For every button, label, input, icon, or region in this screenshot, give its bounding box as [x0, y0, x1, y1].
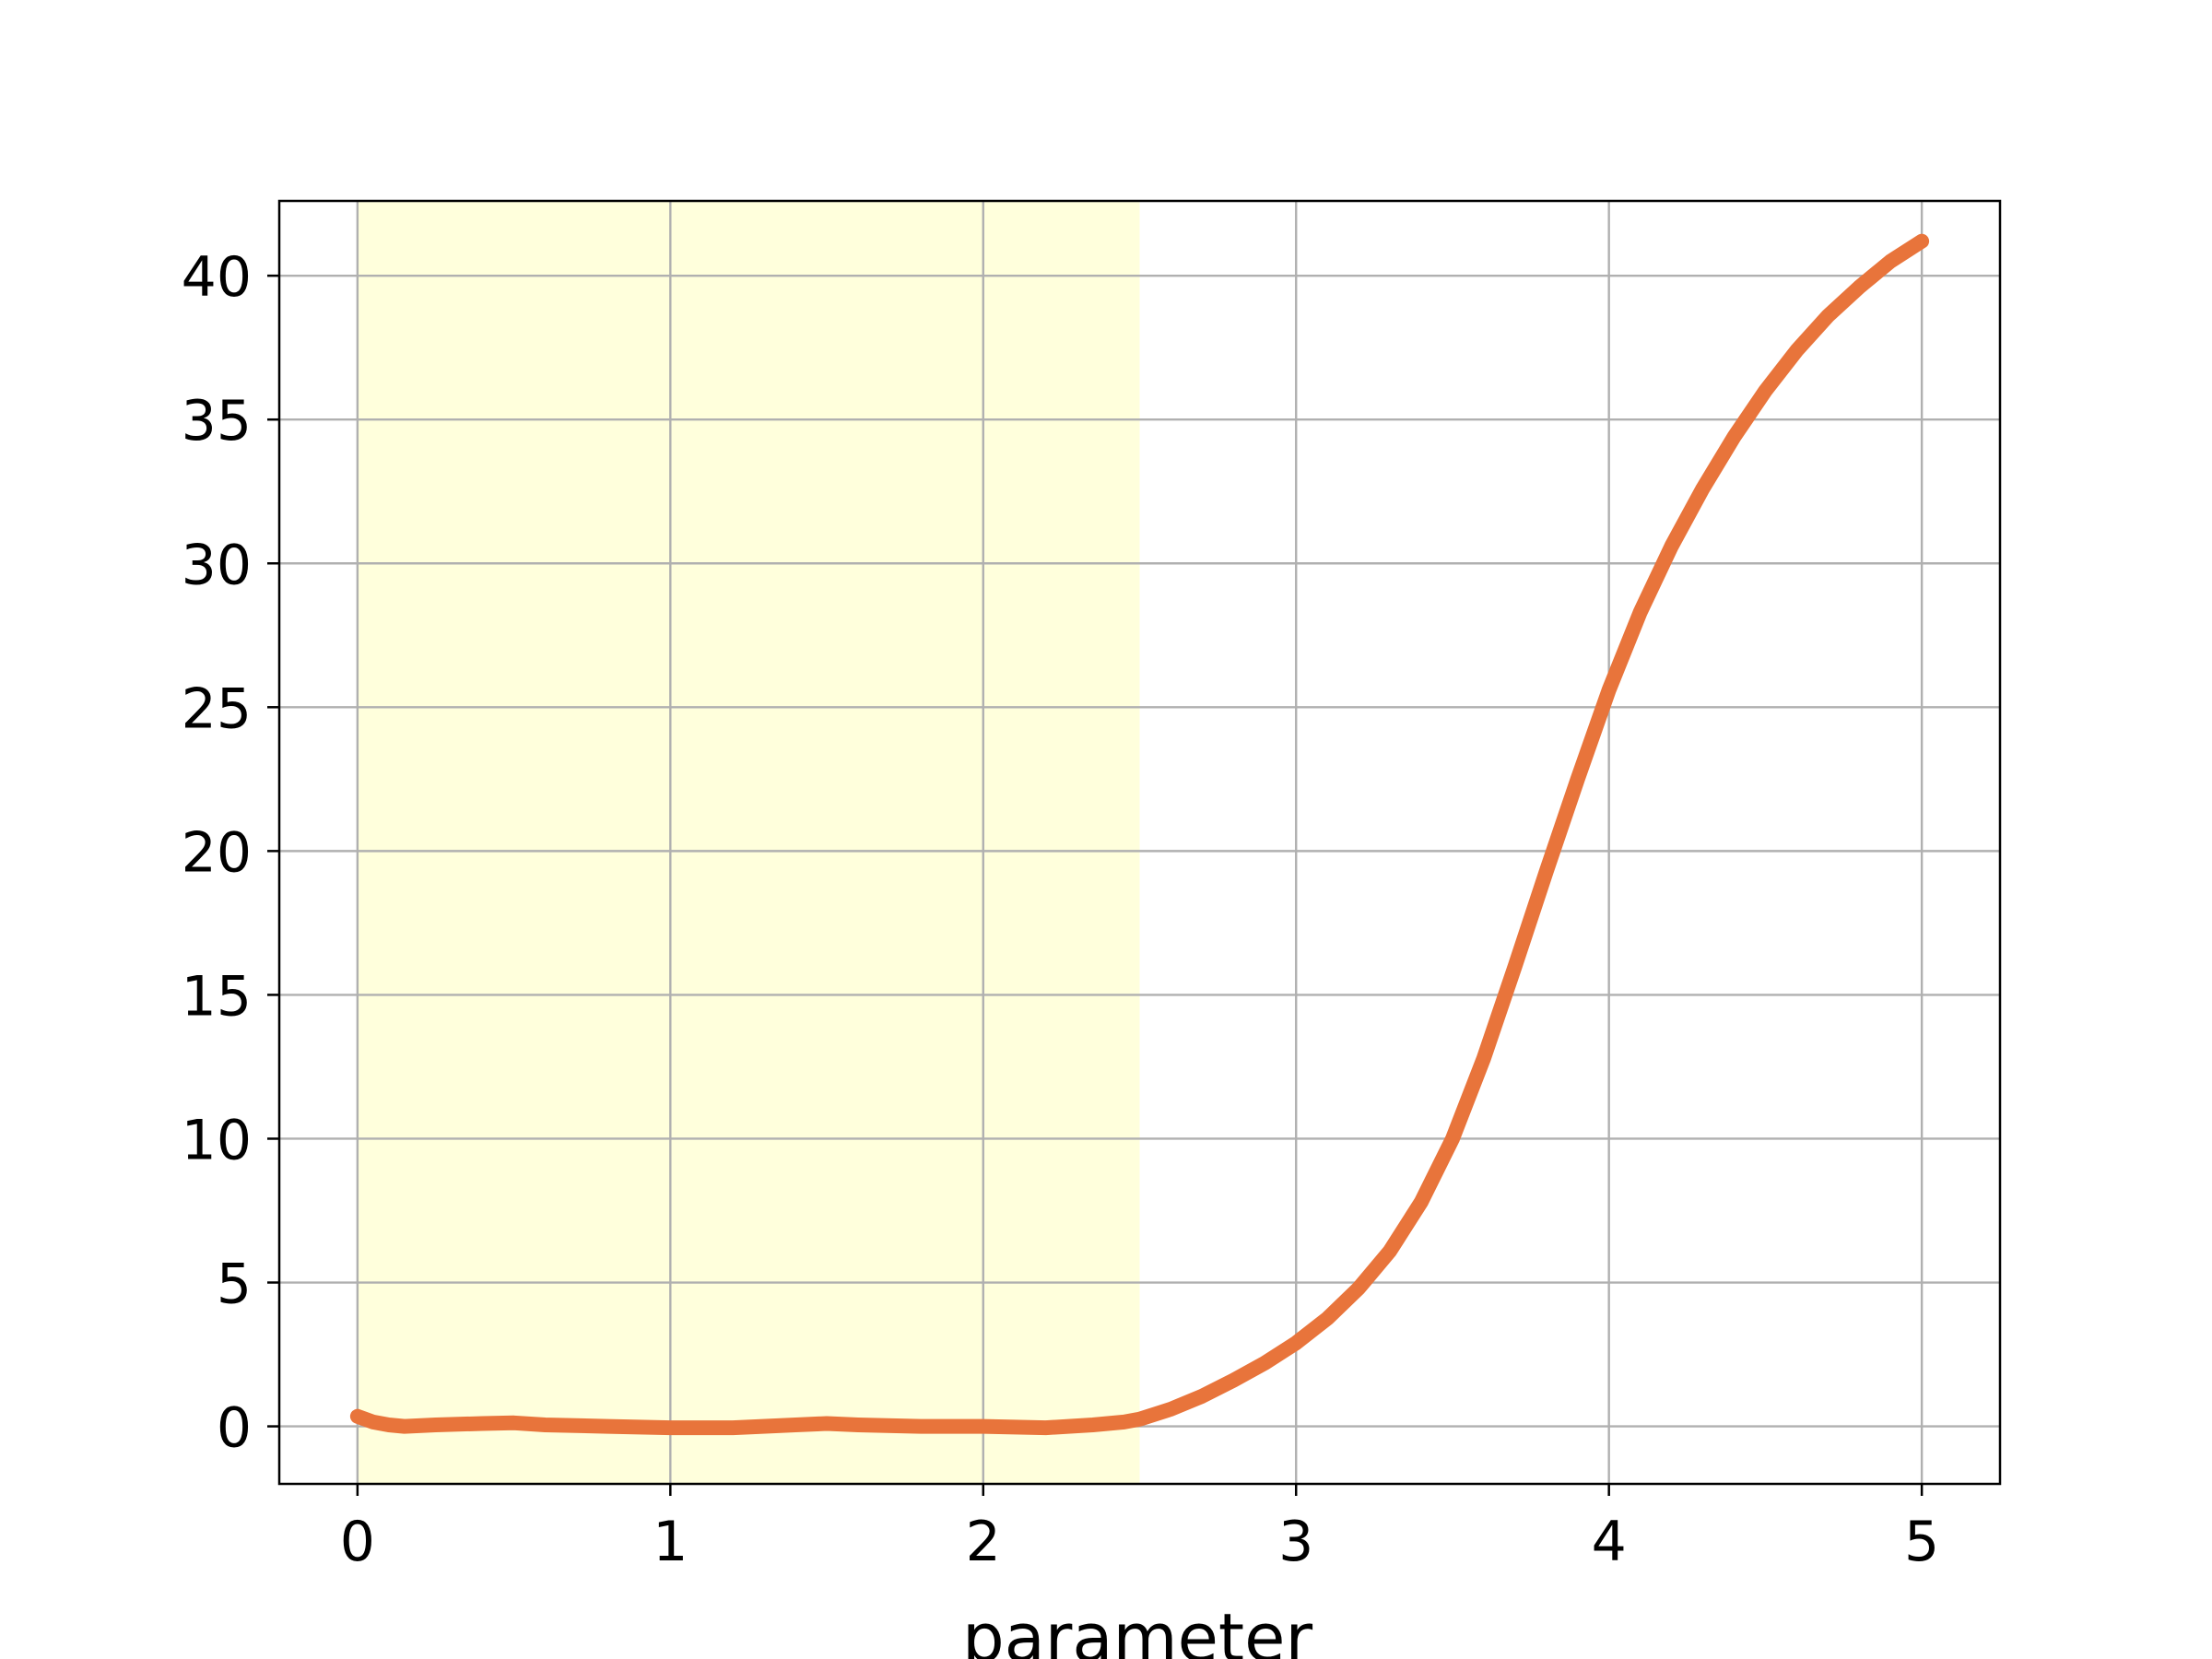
- x-tick-label: 3: [1278, 1510, 1313, 1574]
- y-axis-ticks: 0 5 10 15 20 25 30 35 40: [182, 245, 279, 1461]
- x-tick-label: 2: [966, 1510, 1001, 1574]
- y-tick-label: 30: [182, 533, 252, 597]
- y-tick-label: 20: [182, 820, 252, 885]
- x-tick-label: 0: [340, 1510, 375, 1574]
- x-axis-ticks: 0 1 2 3 4 5: [340, 1484, 1939, 1574]
- y-tick-label: 25: [182, 677, 252, 741]
- y-tick-label: 35: [182, 389, 252, 453]
- y-tick-label: 0: [217, 1396, 252, 1461]
- series-line: [349, 233, 1930, 1436]
- y-tick-label: 15: [182, 964, 252, 1029]
- y-tick-label: 10: [182, 1108, 252, 1172]
- x-tick-label: 4: [1592, 1510, 1627, 1574]
- plot-frame: [277, 199, 2002, 1486]
- x-gridlines: [356, 201, 1924, 1484]
- x-tick-label: 1: [653, 1510, 688, 1574]
- highlight-region: [357, 201, 1140, 1484]
- series-layer: [349, 233, 1930, 1436]
- y-tick-label: 40: [182, 245, 252, 310]
- y-tick-label: 5: [217, 1253, 252, 1317]
- x-tick-label: 5: [1904, 1510, 1939, 1574]
- x-axis-label: parameter: [962, 1599, 1313, 1659]
